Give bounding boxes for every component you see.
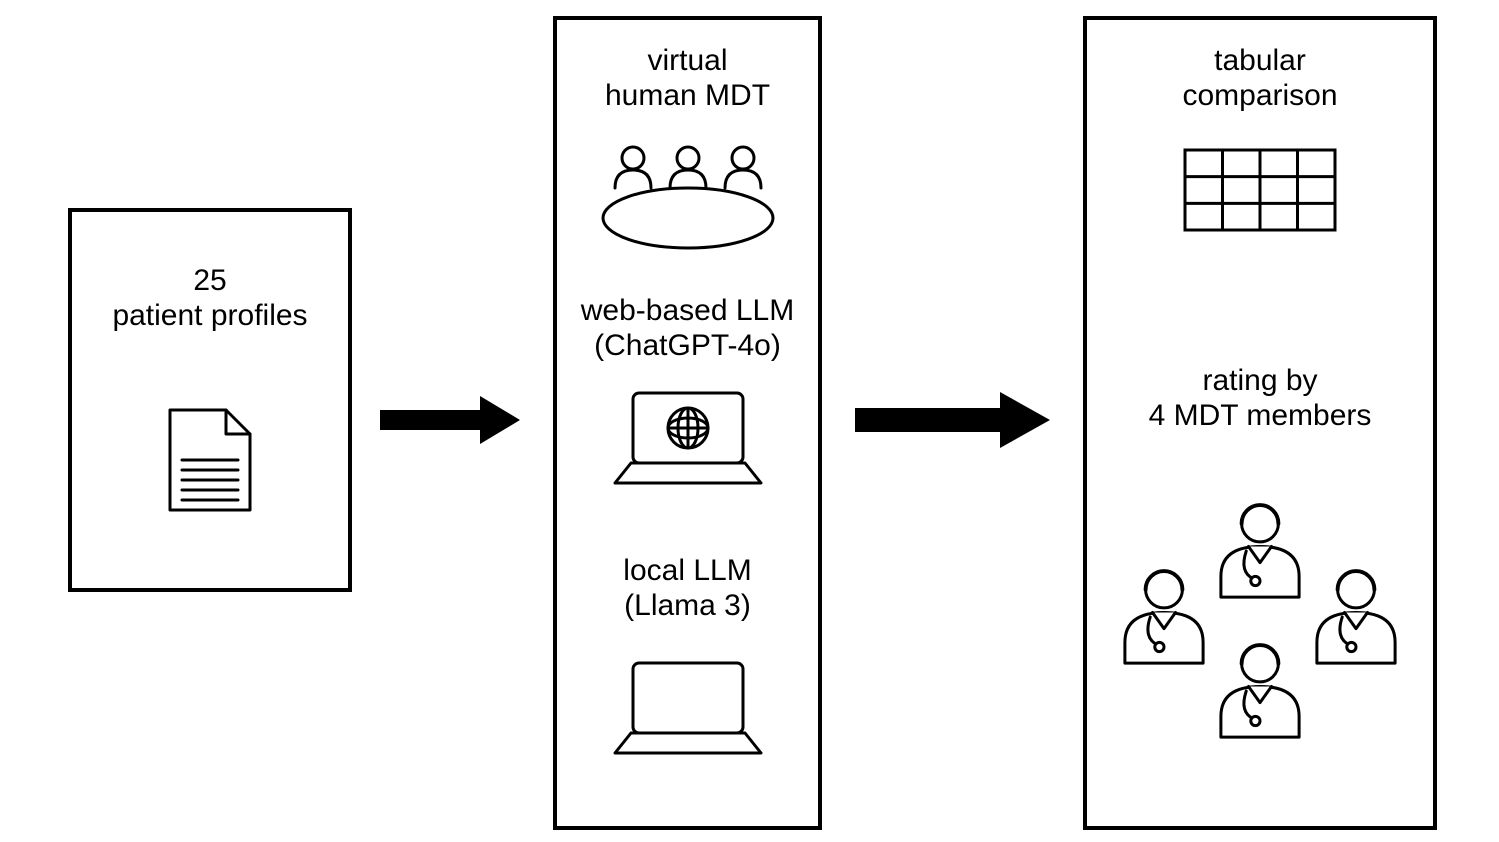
- right-bottom-label2: 4 MDT members: [1149, 399, 1372, 432]
- right-top-label1: tabular: [1214, 44, 1306, 77]
- virtual-mdt-label1: virtual: [647, 44, 727, 77]
- web-llm-label1: web-based LLM: [580, 294, 794, 327]
- local-llm-label1: local LLM: [623, 554, 751, 587]
- right-top-label2: comparison: [1182, 79, 1337, 112]
- local-llm-label2: (Llama 3): [624, 589, 751, 622]
- virtual-mdt-label2: human MDT: [605, 79, 770, 112]
- laptop-globe-icon: [615, 393, 761, 483]
- doctors-group-icon: [1125, 505, 1395, 737]
- laptop-icon: [615, 663, 761, 753]
- left-label-line1: 25: [193, 264, 226, 297]
- arrow-left-to-middle: [380, 396, 520, 444]
- right-bottom-label1: rating by: [1202, 364, 1317, 397]
- table-grid-icon: [1185, 150, 1335, 230]
- web-llm-label2: (ChatGPT-4o): [594, 329, 781, 362]
- meeting-table-icon: [603, 147, 773, 248]
- document-icon: [170, 410, 250, 510]
- arrow-middle-to-right: [855, 392, 1050, 448]
- left-label-line2: patient profiles: [112, 299, 307, 332]
